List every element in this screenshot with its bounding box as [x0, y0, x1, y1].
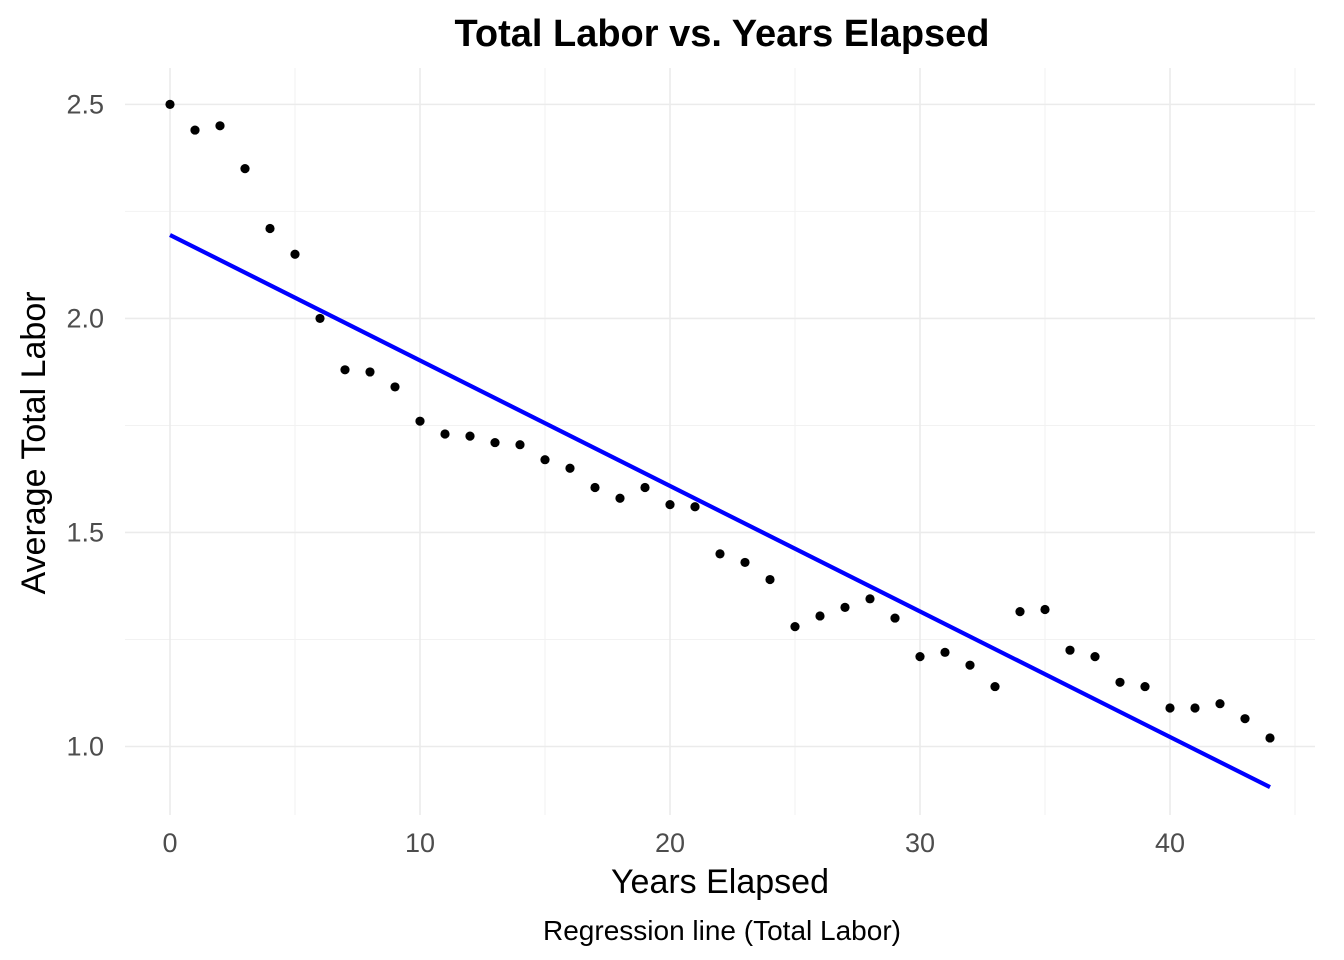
data-point: [165, 99, 175, 109]
data-point: [640, 482, 650, 493]
data-point: [1090, 652, 1100, 662]
data-point: [1140, 681, 1150, 692]
data-point: [765, 574, 775, 585]
data-point: [690, 502, 700, 512]
data-point: [815, 611, 825, 621]
data-point: [365, 367, 375, 377]
data-point: [440, 429, 450, 439]
data-point: [1040, 604, 1050, 615]
data-point: [265, 223, 275, 234]
data-point: [1265, 733, 1275, 743]
data-point: [290, 249, 300, 259]
data-point: [1190, 703, 1200, 713]
y-tick-label: 1.0: [66, 732, 104, 762]
regression-layer: [169, 233, 1271, 790]
data-point: [415, 416, 425, 426]
data-point: [190, 125, 200, 135]
y-tick-label: 1.5: [66, 517, 104, 547]
data-point: [1165, 703, 1175, 713]
y-tick-labels: 1.0 1.5 2.0 2.5: [66, 89, 104, 761]
data-point: [665, 500, 675, 510]
data-point: [715, 549, 725, 559]
data-point: [1015, 607, 1025, 617]
data-point: [865, 594, 875, 604]
data-point: [1240, 714, 1250, 724]
data-point: [1115, 677, 1125, 687]
data-point: [390, 382, 400, 392]
x-tick-label: 30: [905, 828, 935, 858]
data-point: [315, 313, 325, 324]
data-point: [465, 431, 475, 441]
x-tick-label: 10: [405, 828, 435, 858]
x-tick-label: 40: [1155, 828, 1185, 858]
y-tick-label: 2.5: [66, 89, 104, 119]
data-point: [1065, 645, 1075, 655]
y-tick-label: 2.0: [66, 303, 104, 333]
data-point: [340, 365, 350, 375]
data-point: [515, 440, 525, 450]
x-tick-label: 20: [655, 828, 685, 858]
data-point: [615, 493, 625, 503]
chart-caption: Regression line (Total Labor): [543, 915, 901, 946]
grid: [125, 68, 1315, 815]
x-axis-title: Years Elapsed: [611, 863, 829, 901]
data-point: [740, 557, 750, 568]
data-point: [490, 437, 500, 448]
points-layer: [165, 99, 1275, 743]
y-axis-title: Average Total Labor: [15, 291, 53, 594]
data-point: [915, 652, 925, 662]
data-point: [890, 613, 900, 623]
regression-line: [169, 233, 1271, 790]
data-point: [215, 121, 225, 131]
data-point: [940, 647, 950, 657]
x-tick-labels: 0 10 20 30 40: [162, 828, 1185, 858]
data-point: [590, 482, 600, 493]
data-point: [240, 163, 250, 174]
data-point: [990, 681, 1000, 692]
chart-title: Total Labor vs. Years Elapsed: [454, 13, 989, 55]
data-point: [540, 455, 550, 465]
x-tick-label: 0: [162, 828, 177, 858]
data-point: [965, 660, 975, 670]
data-point: [840, 602, 850, 612]
data-point: [565, 463, 575, 473]
data-point: [1215, 699, 1225, 709]
data-point: [790, 622, 800, 632]
